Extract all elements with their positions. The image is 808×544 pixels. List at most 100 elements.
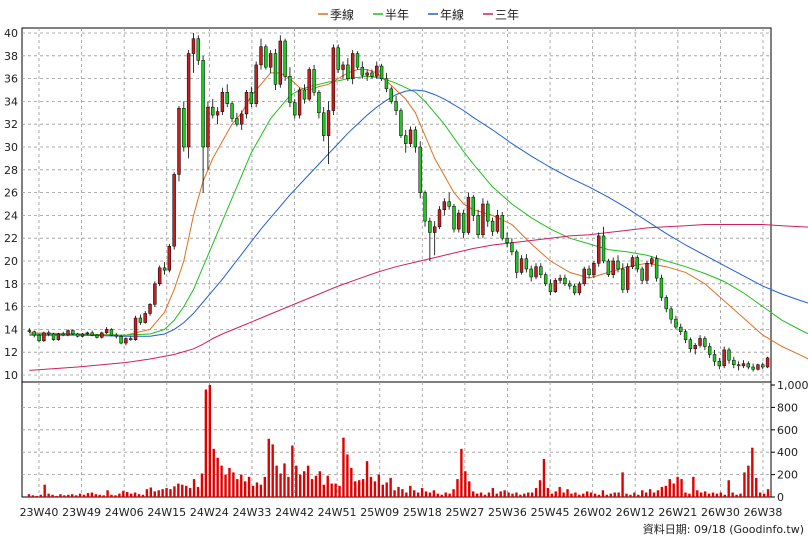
price-tick-label: 12 — [4, 346, 18, 359]
volume-bar — [613, 492, 616, 497]
volume-bar — [114, 495, 117, 497]
candle-body — [80, 333, 85, 337]
candle-body — [659, 277, 664, 298]
candle-body — [85, 332, 90, 335]
price-tick-label: 10 — [4, 369, 18, 382]
volume-bar — [452, 489, 455, 497]
volume-bar — [204, 389, 208, 497]
candle-body — [452, 206, 456, 230]
volume-bar — [149, 487, 153, 497]
candle-body — [587, 268, 591, 275]
candle-body — [399, 110, 403, 136]
volume-bar — [220, 465, 223, 497]
volume-bar — [703, 491, 707, 497]
x-tick-label: 26W21 — [658, 506, 697, 519]
volume-bar — [271, 444, 274, 497]
volume-bar — [409, 485, 412, 497]
candle-body — [495, 215, 500, 232]
candle-body — [370, 72, 374, 77]
candle-body — [240, 113, 244, 125]
volume-bar — [715, 493, 719, 497]
volume-bar — [550, 493, 554, 497]
volume-bar — [51, 494, 54, 497]
volume-bar — [444, 492, 447, 497]
candle-body — [717, 361, 722, 367]
x-tick-label: 24W33 — [233, 506, 272, 519]
candle-body — [466, 196, 471, 233]
volume-bar — [491, 488, 495, 497]
candle-body — [548, 283, 553, 293]
price-tick-label: 20 — [4, 255, 18, 268]
volume-tick-label: 600 — [777, 424, 798, 437]
volume-bar — [350, 467, 353, 497]
volume-bar — [416, 492, 420, 497]
ma-line — [29, 224, 808, 371]
candle-body — [191, 38, 196, 54]
volume-bar — [322, 484, 326, 497]
candle-body — [143, 313, 147, 323]
x-tick-label: 23W40 — [20, 506, 59, 519]
volume-bar — [71, 494, 74, 497]
legend: 季線 半年 年線 三年 — [318, 7, 519, 22]
volume-tick-label: 400 — [777, 446, 798, 459]
volume-bar — [499, 491, 502, 497]
candle-body — [630, 257, 635, 267]
volume-bar — [747, 465, 750, 497]
candle-body — [312, 69, 316, 93]
candle-body — [157, 267, 162, 285]
x-tick-label: 24W15 — [147, 506, 186, 519]
x-tick-label: 26W30 — [701, 506, 740, 519]
volume-bar — [39, 494, 42, 497]
volume-bar — [440, 494, 443, 497]
volume-bar — [448, 493, 451, 497]
candle-body — [336, 47, 340, 70]
volume-bar — [633, 492, 636, 497]
volume-bar — [102, 495, 105, 497]
candle-body — [177, 107, 181, 175]
price-tick-label: 36 — [4, 73, 18, 86]
ma-line — [29, 89, 808, 337]
candle-body — [601, 235, 606, 262]
volume-bar — [644, 492, 648, 497]
volume-bar — [133, 492, 137, 497]
volume-bar — [405, 492, 408, 497]
candle-body — [201, 60, 205, 148]
volume-bar — [212, 448, 215, 497]
candle-body — [124, 338, 128, 344]
candle-body — [56, 333, 61, 340]
candle-body — [283, 40, 287, 77]
x-tick-label: 25W18 — [403, 506, 442, 519]
volume-bar — [275, 465, 278, 497]
volume-bar — [456, 479, 459, 497]
volume-bar — [86, 493, 90, 497]
candle-body — [346, 64, 350, 79]
candle-body — [196, 38, 200, 61]
candle-body — [408, 129, 413, 144]
candle-body — [635, 257, 640, 270]
candle-body — [669, 308, 673, 320]
volume-bar — [291, 445, 294, 497]
candle-body — [133, 317, 138, 340]
volume-bar — [656, 490, 660, 497]
volume-bar — [385, 482, 388, 497]
volume-bar — [302, 471, 306, 497]
volume-bar — [570, 493, 573, 497]
volume-bar — [393, 490, 396, 497]
volume-bar — [680, 479, 683, 497]
candle-body — [100, 332, 104, 338]
volume-bar — [67, 494, 70, 497]
volume-bar — [723, 494, 726, 497]
volume-bar — [538, 480, 542, 497]
candle-body — [182, 107, 186, 148]
x-tick-label: 24W06 — [105, 506, 144, 519]
volume-bar — [63, 495, 66, 497]
candle-body — [302, 89, 307, 100]
volume-bar — [766, 489, 770, 497]
volume-bar — [558, 486, 561, 497]
candle-body — [471, 196, 475, 216]
price-tick-label: 34 — [4, 95, 18, 108]
candle-body — [307, 69, 311, 100]
volume-bar — [43, 484, 46, 497]
candle-body — [384, 78, 389, 90]
candle-body — [148, 304, 152, 314]
